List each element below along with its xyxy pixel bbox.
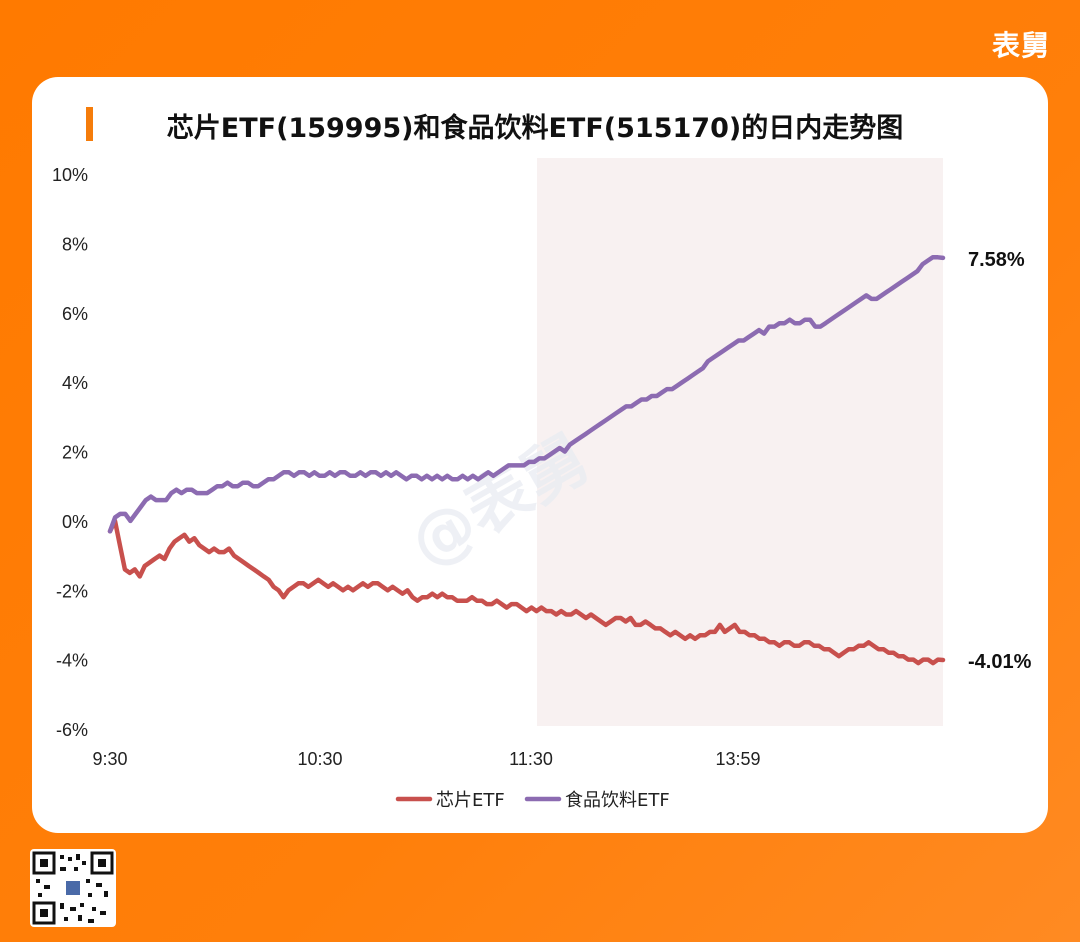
chart-title: 芯片ETF(159995)和食品饮料ETF(515170)的日内走势图 (166, 113, 904, 144)
y-tick-label: -4% (56, 651, 88, 671)
x-tick-label: 10:30 (297, 749, 342, 769)
legend-label: 芯片ETF (436, 790, 505, 811)
afternoon-shade (537, 158, 943, 726)
y-tick-label: -2% (56, 581, 88, 601)
title-accent-bar (86, 107, 93, 141)
x-tick-label: 11:30 (509, 749, 553, 769)
y-tick-label: 6% (62, 304, 88, 324)
qr-code[interactable] (30, 849, 116, 927)
brand-logo: 表舅 (991, 29, 1050, 62)
series-line-1 (107, 255, 946, 534)
y-tick-label: 0% (62, 512, 88, 532)
y-tick-label: 8% (62, 234, 88, 254)
y-tick-label: 2% (62, 443, 88, 463)
y-tick-label: 4% (62, 373, 88, 393)
x-tick-label: 13:59 (715, 749, 760, 769)
end-value-label: 7.58% (968, 249, 1025, 271)
end-value-label: -4.01% (968, 651, 1032, 673)
y-tick-label: 10% (52, 165, 88, 185)
legend-label: 食品饮料ETF (565, 790, 670, 811)
qr-code-image (32, 851, 114, 925)
series-line-0 (107, 518, 946, 666)
x-tick-label: 9:30 (92, 749, 127, 769)
y-tick-label: -6% (56, 720, 88, 740)
